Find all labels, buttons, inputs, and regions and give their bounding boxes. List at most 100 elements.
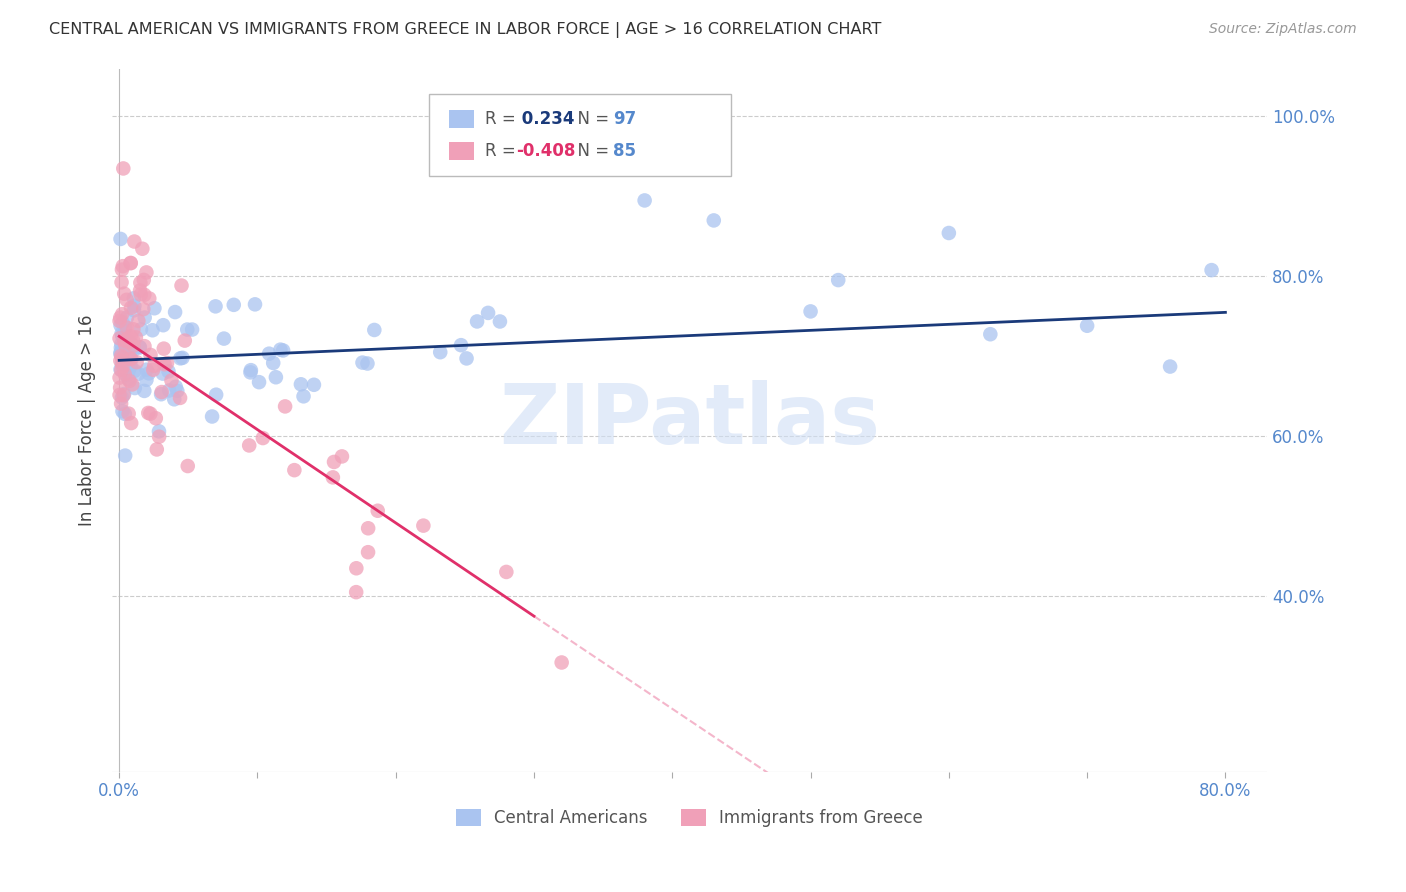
Text: 85: 85 [613, 142, 636, 160]
Point [115, 293, 138, 307]
Text: N =: N = [567, 110, 614, 128]
Point [111, 326, 134, 341]
Point [110, 353, 132, 368]
Point [124, 381, 146, 395]
Point [135, 265, 157, 279]
Point [141, 323, 163, 337]
Point [120, 416, 142, 430]
Point [111, 391, 134, 405]
Point [122, 303, 145, 318]
Point [205, 387, 228, 401]
Point [136, 406, 159, 420]
Point [132, 302, 155, 317]
Point [322, 470, 344, 484]
Point [239, 365, 262, 379]
Text: ZIPatlas: ZIPatlas [499, 380, 880, 461]
Point [703, 213, 725, 227]
Point [108, 388, 131, 402]
Point [163, 392, 186, 407]
Point [495, 565, 517, 579]
Point [352, 356, 374, 370]
Point [152, 367, 174, 381]
Point [489, 314, 512, 328]
Point [122, 291, 145, 305]
Point [429, 345, 451, 359]
Point [110, 318, 132, 333]
Point [111, 356, 134, 370]
Point [243, 297, 266, 311]
Point [111, 316, 134, 330]
Point [357, 521, 380, 535]
Point [120, 256, 142, 270]
Point [152, 342, 174, 356]
Point [827, 273, 849, 287]
Point [108, 314, 131, 328]
Point [118, 374, 141, 388]
Point [110, 275, 132, 289]
Point [111, 404, 134, 418]
Point [357, 545, 380, 559]
Point [477, 306, 499, 320]
Point [118, 334, 141, 349]
Point [143, 301, 166, 316]
Point [110, 363, 132, 377]
Legend: Central Americans, Immigrants from Greece: Central Americans, Immigrants from Greec… [450, 803, 929, 834]
Point [465, 314, 488, 328]
Point [114, 360, 136, 375]
Point [111, 259, 134, 273]
Point [247, 375, 270, 389]
Point [114, 320, 136, 334]
Point [363, 323, 385, 337]
Point [238, 438, 260, 452]
Point [148, 430, 170, 444]
Point [108, 370, 131, 384]
Point [146, 442, 169, 457]
Point [979, 327, 1001, 342]
Point [157, 364, 180, 378]
Point [115, 320, 138, 334]
Point [262, 356, 284, 370]
Point [800, 304, 823, 318]
Point [152, 318, 174, 333]
Point [124, 364, 146, 378]
Point [112, 286, 135, 301]
Point [323, 455, 346, 469]
Point [204, 299, 226, 313]
Point [129, 276, 152, 290]
Point [172, 351, 194, 365]
Point [127, 367, 149, 381]
Point [120, 359, 142, 373]
Text: 0.234: 0.234 [516, 110, 575, 128]
Point [108, 381, 131, 395]
Text: N =: N = [567, 142, 614, 160]
Point [110, 310, 132, 325]
Point [110, 341, 132, 355]
Point [456, 351, 478, 366]
Point [201, 409, 224, 424]
Point [115, 368, 138, 383]
Point [274, 400, 297, 414]
Point [110, 337, 132, 351]
Point [124, 299, 146, 313]
Point [110, 347, 132, 361]
Point [143, 359, 166, 373]
Point [257, 347, 280, 361]
Text: -0.408: -0.408 [516, 142, 575, 160]
Point [124, 235, 146, 249]
Point [108, 331, 131, 345]
Point [1076, 318, 1098, 333]
Point [156, 356, 179, 370]
Point [131, 242, 153, 256]
Point [290, 377, 312, 392]
Point [344, 561, 367, 575]
Point [128, 340, 150, 354]
Point [633, 194, 655, 208]
Point [120, 301, 142, 315]
Point [169, 391, 191, 405]
Point [550, 656, 572, 670]
Point [112, 161, 135, 176]
Point [125, 330, 148, 344]
Point [120, 329, 142, 343]
Point [110, 232, 132, 246]
Y-axis label: In Labor Force | Age > 16: In Labor Force | Age > 16 [79, 315, 96, 526]
